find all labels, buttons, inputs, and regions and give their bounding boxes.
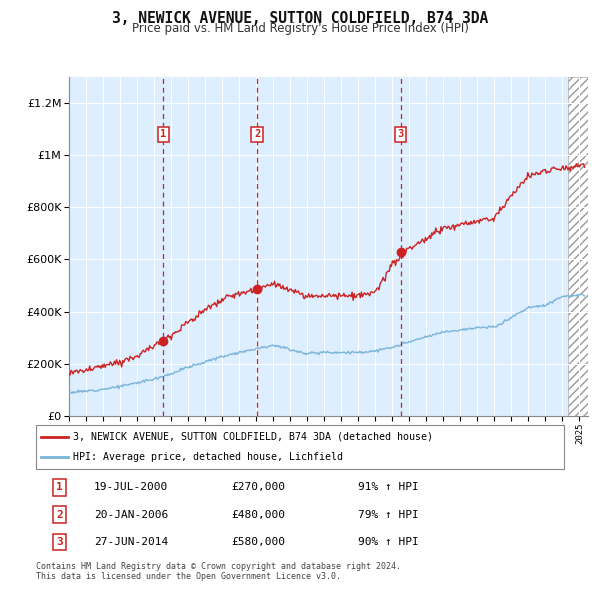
Text: £480,000: £480,000 bbox=[232, 510, 286, 520]
Text: 1: 1 bbox=[56, 483, 63, 493]
Text: 3: 3 bbox=[398, 129, 404, 139]
Text: 19-JUL-2000: 19-JUL-2000 bbox=[94, 483, 169, 493]
Text: HPI: Average price, detached house, Lichfield: HPI: Average price, detached house, Lich… bbox=[73, 452, 343, 462]
Text: 2: 2 bbox=[254, 129, 260, 139]
Text: 2: 2 bbox=[56, 510, 63, 520]
Text: This data is licensed under the Open Government Licence v3.0.: This data is licensed under the Open Gov… bbox=[36, 572, 341, 581]
Text: 27-JUN-2014: 27-JUN-2014 bbox=[94, 537, 169, 547]
Text: £580,000: £580,000 bbox=[232, 537, 286, 547]
Text: 1: 1 bbox=[160, 129, 167, 139]
Text: Price paid vs. HM Land Registry's House Price Index (HPI): Price paid vs. HM Land Registry's House … bbox=[131, 22, 469, 35]
Text: 90% ↑ HPI: 90% ↑ HPI bbox=[358, 537, 419, 547]
Text: 3: 3 bbox=[56, 537, 63, 547]
Text: 20-JAN-2006: 20-JAN-2006 bbox=[94, 510, 169, 520]
Text: 3, NEWICK AVENUE, SUTTON COLDFIELD, B74 3DA: 3, NEWICK AVENUE, SUTTON COLDFIELD, B74 … bbox=[112, 11, 488, 25]
FancyBboxPatch shape bbox=[36, 425, 564, 469]
Text: £270,000: £270,000 bbox=[232, 483, 286, 493]
Bar bbox=[568, 77, 590, 416]
Text: 3, NEWICK AVENUE, SUTTON COLDFIELD, B74 3DA (detached house): 3, NEWICK AVENUE, SUTTON COLDFIELD, B74 … bbox=[73, 432, 433, 442]
Text: Contains HM Land Registry data © Crown copyright and database right 2024.: Contains HM Land Registry data © Crown c… bbox=[36, 562, 401, 571]
Text: 91% ↑ HPI: 91% ↑ HPI bbox=[358, 483, 419, 493]
Text: 79% ↑ HPI: 79% ↑ HPI bbox=[358, 510, 419, 520]
